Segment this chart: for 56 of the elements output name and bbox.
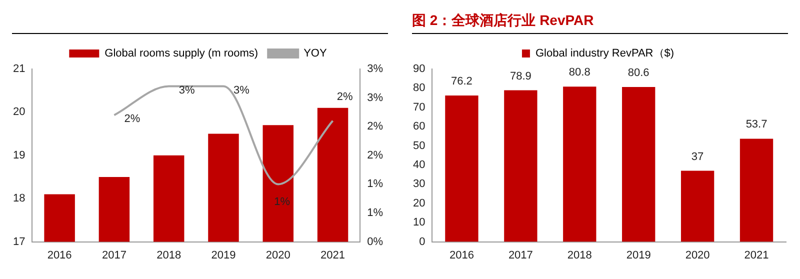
y-tick-label: 0 — [419, 236, 426, 248]
x-tick-label: 2021 — [744, 249, 769, 262]
x-tick-label: 2021 — [320, 249, 346, 262]
y-tick-label: 19 — [12, 149, 26, 162]
x-tick-label: 2018 — [156, 249, 182, 262]
data-label: 2% — [124, 113, 140, 126]
x-tick-label: 2019 — [626, 249, 651, 262]
y2-tick-label: 2% — [367, 149, 384, 162]
y-tick-label: 20 — [12, 106, 26, 118]
x-tick-label: 2016 — [47, 249, 72, 262]
line-series — [113, 85, 334, 186]
y2-tick-label: 3% — [367, 63, 384, 76]
y2-tick-label: 0% — [367, 236, 384, 248]
y-tick-label: 21 — [12, 63, 26, 76]
legend-label: Global industry RevPAR（$) — [535, 48, 674, 60]
data-label: 80.8 — [568, 66, 590, 79]
bar — [445, 95, 478, 242]
x-tick-label: 2016 — [449, 249, 474, 262]
y2-tick-label: 1% — [367, 207, 384, 220]
bar — [563, 86, 596, 242]
data-label: 1% — [274, 196, 290, 208]
y-tick-label: 30 — [412, 178, 426, 190]
legend-label: Global rooms supply (m rooms) — [104, 48, 258, 60]
data-label: 3% — [178, 84, 196, 96]
y-tick-label: 17 — [12, 236, 26, 248]
x-tick-label: 2017 — [508, 249, 533, 262]
y-tick-label: 70 — [412, 101, 426, 114]
data-label: 37 — [691, 150, 704, 163]
x-tick-label: 2017 — [102, 249, 126, 262]
data-label: 76.2 — [451, 76, 472, 88]
y2-tick-label: 1% — [367, 178, 384, 190]
y2-tick-label: 3% — [367, 92, 384, 104]
data-label: 53.7 — [746, 118, 768, 131]
legend-label: YOY — [304, 48, 328, 60]
data-label: 78.9 — [510, 70, 532, 82]
y-tick-label: 10 — [412, 216, 426, 229]
x-tick-label: 2020 — [685, 249, 710, 262]
x-tick-label: 2019 — [211, 249, 236, 262]
y2-tick-label: 2% — [367, 120, 384, 133]
data-label: 80.6 — [628, 67, 650, 80]
chart-title: 图 2：全球酒店行业 RevPAR — [412, 0, 788, 34]
y-tick-label: 60 — [412, 120, 426, 133]
bar — [622, 87, 656, 242]
bar — [504, 90, 538, 242]
y-tick-label: 50 — [412, 140, 426, 152]
bar — [740, 138, 774, 242]
y-tick-label: 90 — [412, 63, 426, 76]
y-tick-label: 40 — [412, 159, 426, 172]
y-tick-label: 80 — [412, 82, 426, 94]
y-tick-label: 20 — [412, 197, 426, 210]
x-tick-label: 2018 — [567, 249, 592, 262]
bar — [680, 170, 714, 242]
x-tick-label: 2020 — [266, 249, 290, 262]
data-label: 3% — [234, 84, 250, 96]
y-tick-label: 18 — [12, 192, 26, 205]
data-label: 2% — [336, 90, 353, 103]
